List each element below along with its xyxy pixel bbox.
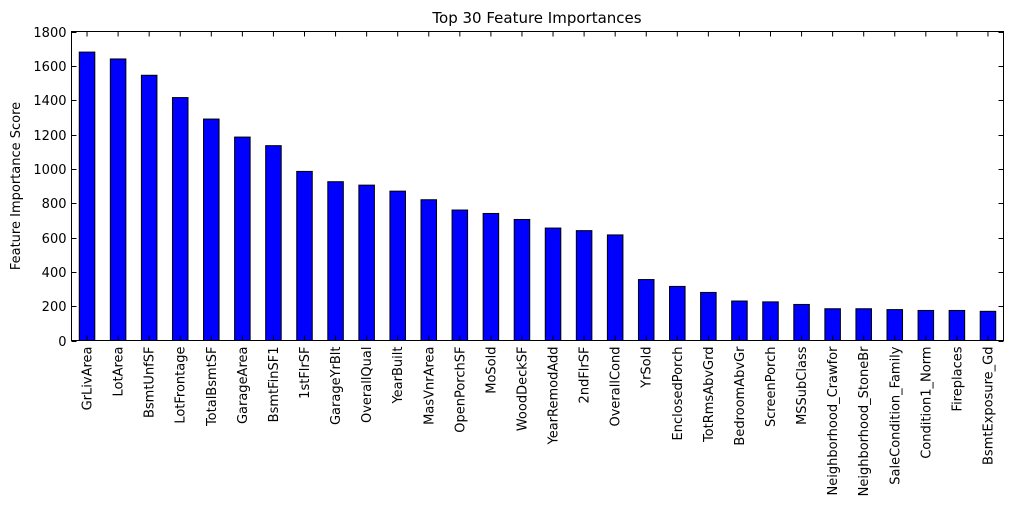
- bar-mosold: [482, 212, 500, 341]
- x-tick-label: Neighborhood_Crawfor: [826, 346, 841, 496]
- bar-grlivarea: [78, 51, 96, 341]
- x-tick-label: SaleCondition_Family: [888, 346, 903, 485]
- y-tick-label: 0: [58, 335, 66, 350]
- x-tick-label: YearRemodAdd: [547, 347, 562, 446]
- x-tick-label: TotRmsAbvGrd: [702, 347, 717, 444]
- bar-yearremodadd: [544, 227, 562, 341]
- x-tick-label: 2ndFlrSF: [578, 347, 593, 404]
- x-tick-label: BedroomAbvGr: [733, 346, 748, 446]
- plot-frame: [71, 31, 1004, 341]
- bar-yrsold: [637, 279, 655, 341]
- x-tick-label: EnclosedPorch: [671, 347, 686, 441]
- bar-garageyrblt: [327, 181, 344, 341]
- x-tick-label: OverallQual: [360, 347, 375, 424]
- bar-garagearea: [234, 136, 251, 341]
- bar-enclosedporch: [669, 285, 686, 341]
- x-tick-label: WoodDeckSF: [515, 347, 530, 432]
- x-axis: GrLivArea LotArea BsmtUnfSF LotFrontage Tota…: [81, 31, 996, 497]
- bar-bsmtfinsf1: [265, 145, 282, 341]
- y-tick-label: 1200: [33, 129, 66, 144]
- x-tick-label: MasVnrArea: [422, 347, 437, 425]
- x-tick-label: BsmtFinSF1: [267, 347, 282, 423]
- x-tick-label: BsmtUnfSF: [143, 347, 158, 419]
- bar-bsmtunfsf: [140, 74, 158, 342]
- bar-lotarea: [109, 58, 127, 341]
- x-tick-label: GarageArea: [236, 347, 251, 425]
- y-tick-label: 400: [42, 266, 67, 281]
- bar-yearbuilt: [389, 190, 406, 341]
- y-tick-label: 800: [42, 197, 67, 212]
- x-tick-label: ScreenPorch: [764, 347, 779, 427]
- y-tick-label: 1600: [33, 60, 66, 75]
- y-axis-label: Feature Importance Score: [9, 102, 24, 270]
- x-tick-label: TotalBsmtSF: [205, 347, 220, 428]
- bar-mssubclass: [793, 303, 810, 342]
- bar-totalbsmtsf: [203, 118, 220, 341]
- x-tick-label: YrSold: [640, 347, 655, 389]
- bar-lotfrontage: [171, 97, 189, 342]
- x-tick-label: 1stFlrSF: [298, 347, 313, 399]
- x-tick-label: MoSold: [484, 347, 499, 394]
- bar-screenporch: [762, 301, 779, 341]
- bar-bedroomabvgr: [731, 300, 748, 341]
- x-tick-label: Condition1_Norm: [919, 346, 934, 458]
- y-axis: 0 200 400 600 800 1000 1200 1400 1600 1800: [33, 26, 1004, 350]
- x-tick-label: Fireplaces: [950, 346, 965, 411]
- y-tick-label: 600: [42, 232, 67, 247]
- chart-title: Top 30 Feature Importances: [431, 9, 641, 27]
- x-tick-label: BsmtExposure_Gd: [981, 347, 996, 465]
- bar-masvnrarea: [420, 199, 438, 341]
- y-tick-label: 1400: [33, 94, 66, 109]
- bar-totrmsabvgrd: [700, 291, 717, 341]
- bar-openporchsf: [451, 209, 469, 341]
- bars-layer: [78, 51, 997, 342]
- x-tick-label: YearBuilt: [391, 347, 406, 405]
- x-tick-label: GrLivArea: [81, 347, 96, 411]
- bar-2ndflrsf: [575, 230, 593, 341]
- bar-overallcond: [606, 234, 624, 341]
- bar-1stflrsf: [296, 170, 313, 341]
- x-tick-label: MSSubClass: [795, 346, 810, 425]
- x-tick-label: LotArea: [112, 347, 127, 397]
- x-tick-label: OverallCond: [609, 347, 624, 427]
- x-tick-label: LotFrontage: [174, 347, 189, 424]
- y-tick-label: 200: [42, 300, 67, 315]
- bar-overallqual: [358, 184, 375, 341]
- x-tick-label: Neighborhood_StoneBr: [857, 346, 872, 497]
- y-tick-label: 1800: [33, 26, 66, 41]
- y-tick-label: 1000: [33, 163, 66, 178]
- x-tick-label: GarageYrBlt: [329, 347, 344, 426]
- x-tick-label: OpenPorchSF: [453, 347, 468, 433]
- bar-wooddecksf: [513, 218, 531, 342]
